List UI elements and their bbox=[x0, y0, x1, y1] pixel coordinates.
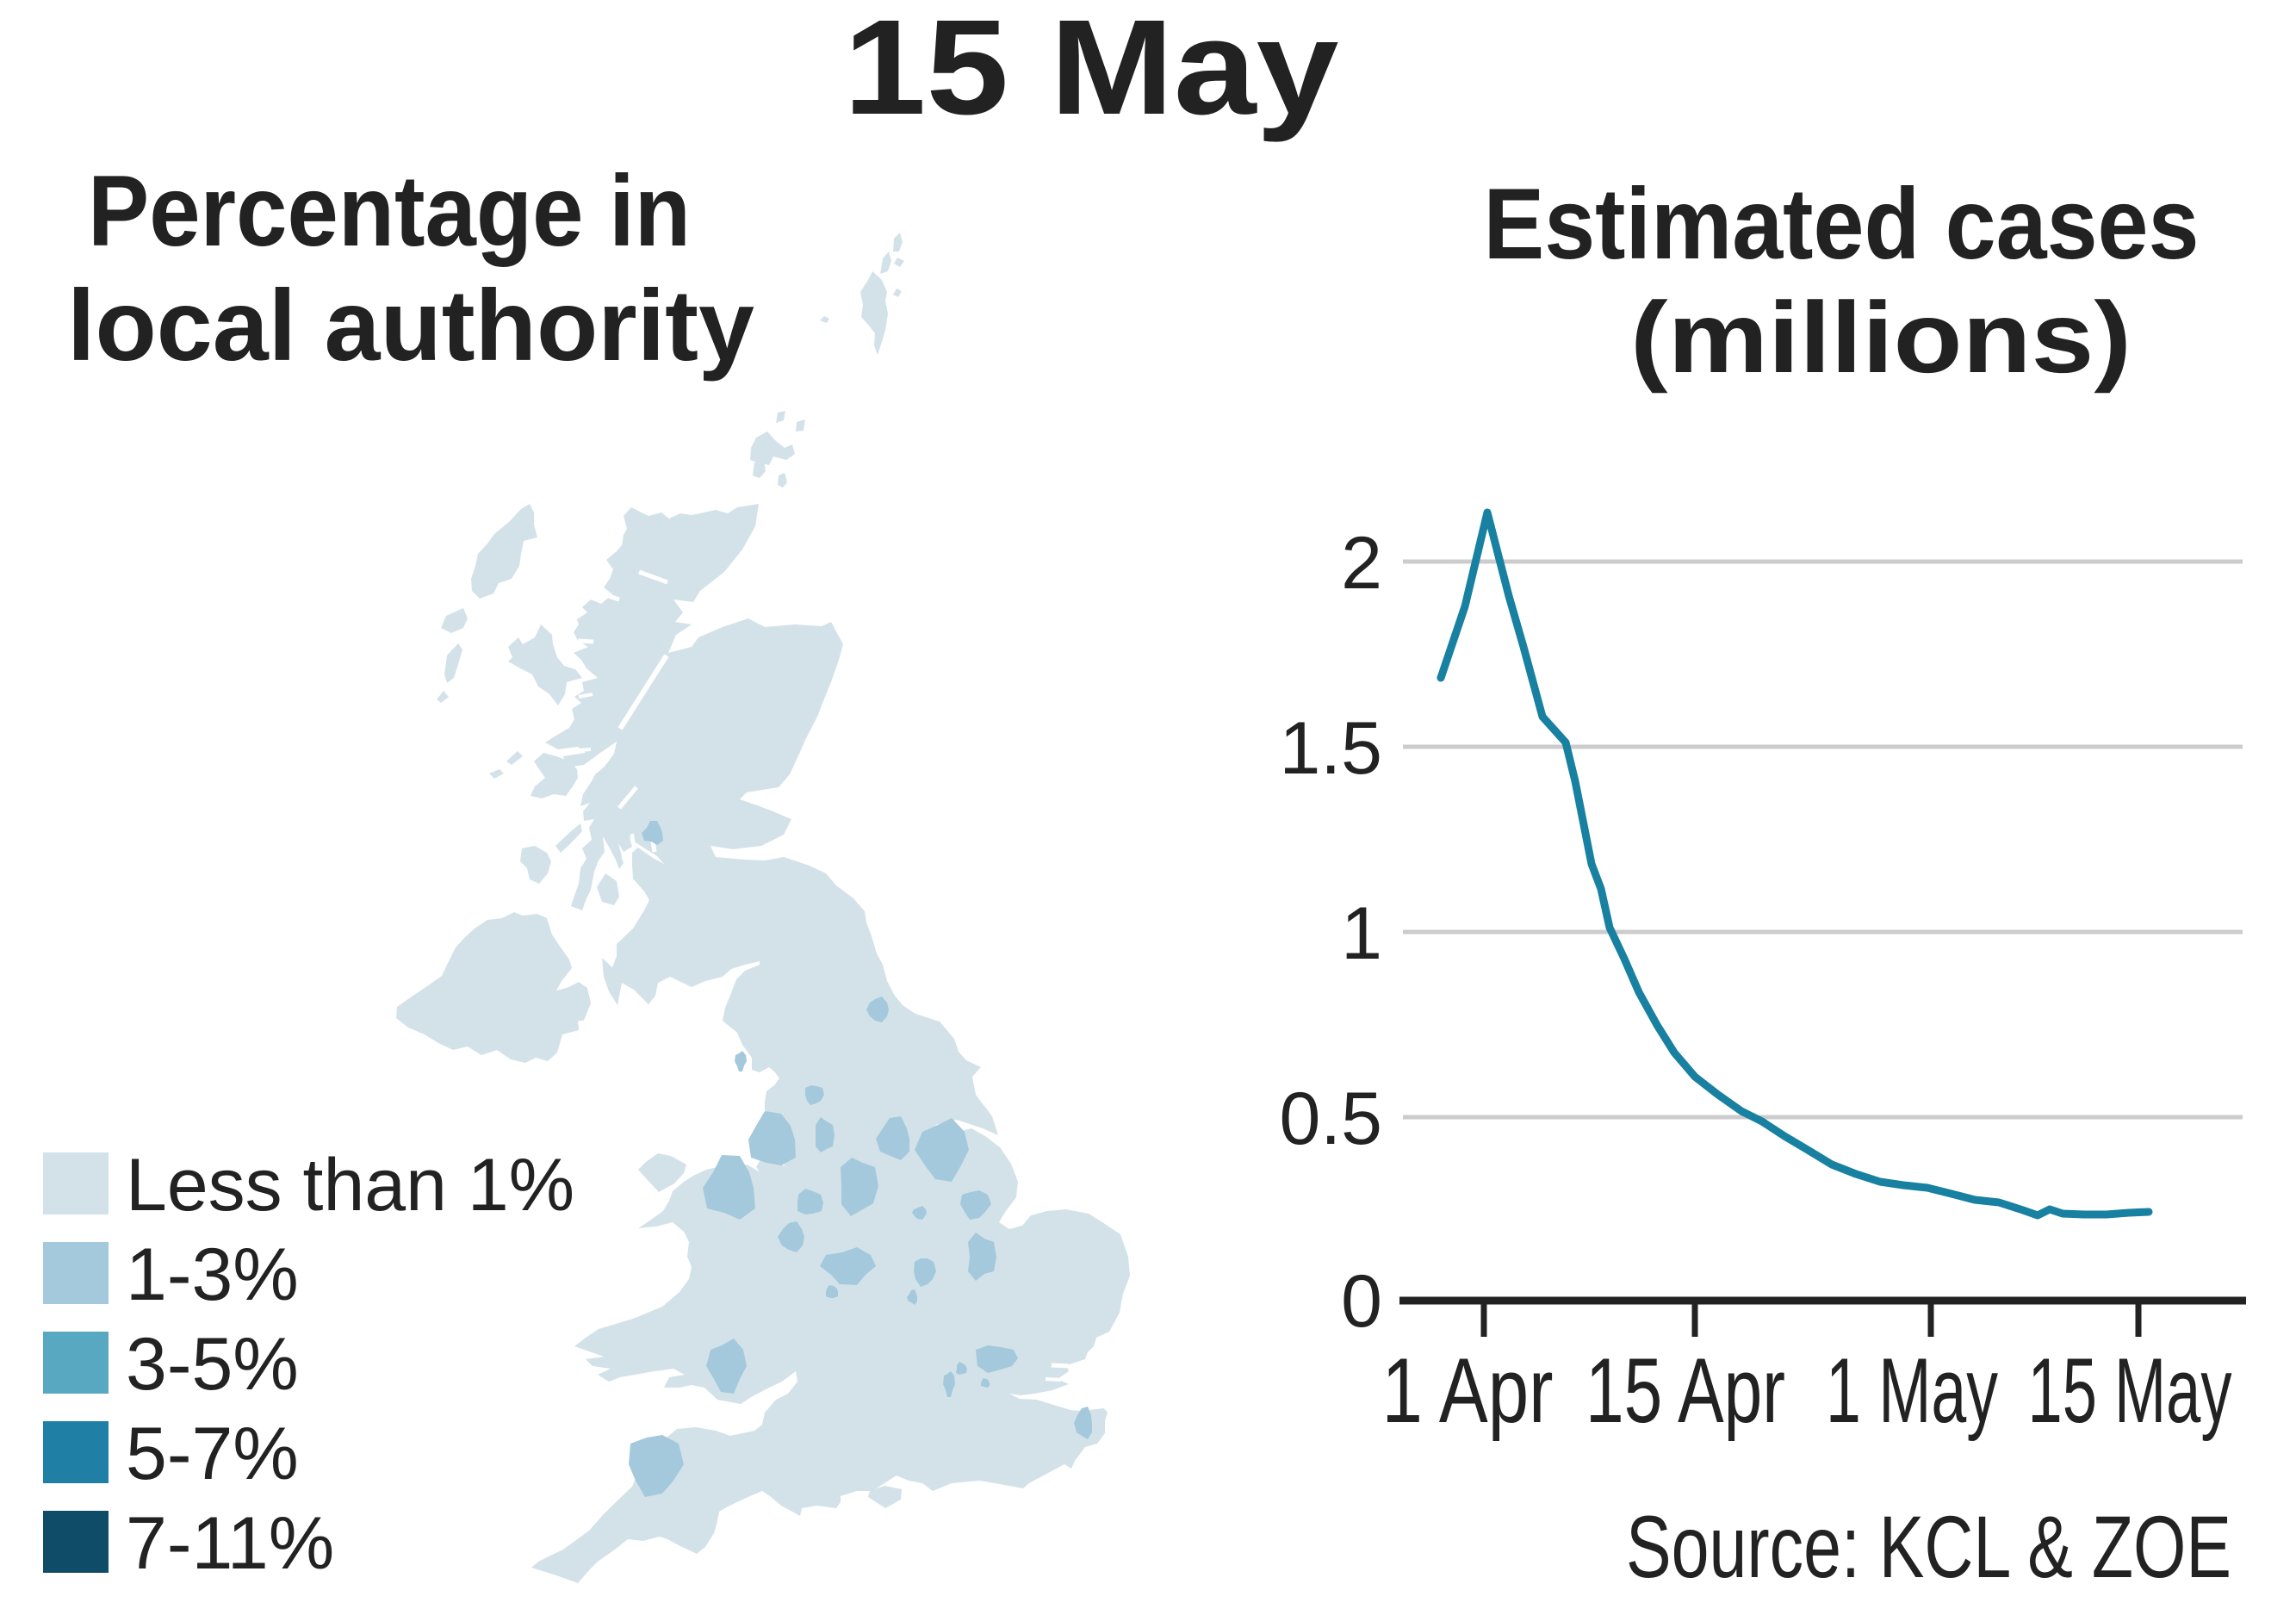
svg-text:Estimated cases: Estimated cases bbox=[1484, 167, 2200, 280]
svg-text:15 May: 15 May bbox=[844, 0, 1339, 143]
svg-text:1-3%: 1-3% bbox=[126, 1233, 299, 1316]
svg-text:Percentage in: Percentage in bbox=[88, 154, 691, 267]
svg-text:3-5%: 3-5% bbox=[126, 1323, 299, 1406]
svg-text:2: 2 bbox=[1341, 522, 1382, 605]
svg-text:0: 0 bbox=[1341, 1260, 1382, 1343]
svg-text:15 May: 15 May bbox=[2028, 1339, 2232, 1442]
svg-text:(millions): (millions) bbox=[1630, 281, 2132, 394]
svg-text:Source: KCL & ZOE: Source: KCL & ZOE bbox=[1626, 1498, 2231, 1596]
svg-text:Less than 1%: Less than 1% bbox=[126, 1144, 574, 1227]
svg-text:1.5: 1.5 bbox=[1279, 707, 1382, 790]
svg-text:5-7%: 5-7% bbox=[126, 1413, 299, 1495]
svg-text:15 Apr: 15 Apr bbox=[1585, 1339, 1785, 1442]
svg-text:1 Apr: 1 Apr bbox=[1382, 1339, 1554, 1442]
svg-text:1: 1 bbox=[1341, 892, 1382, 975]
svg-text:0.5: 0.5 bbox=[1279, 1078, 1382, 1160]
svg-text:1 May: 1 May bbox=[1826, 1339, 1998, 1442]
svg-text:7-11%: 7-11% bbox=[126, 1502, 334, 1585]
svg-text:local authority: local authority bbox=[67, 269, 754, 382]
